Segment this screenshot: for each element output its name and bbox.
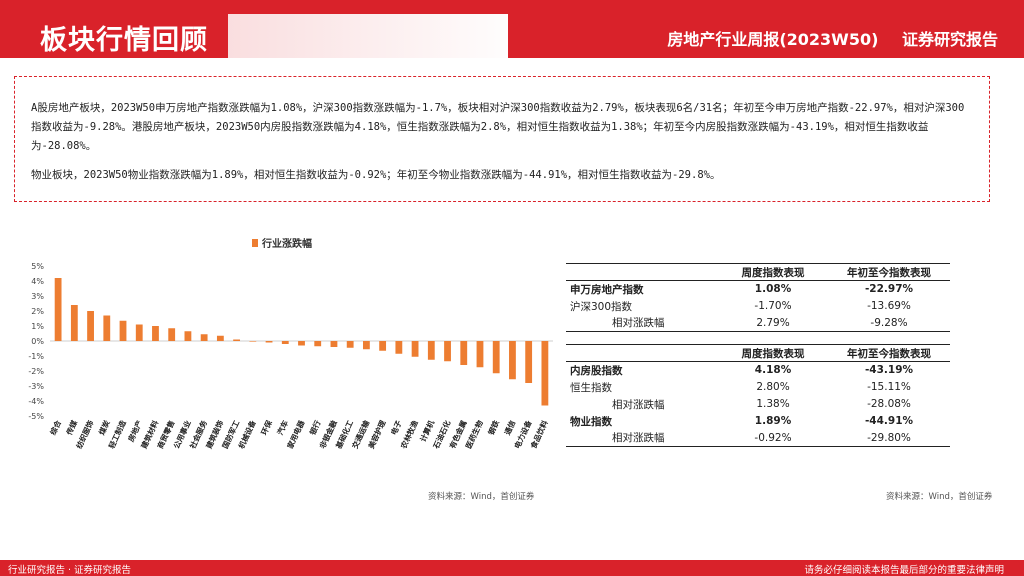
y-tick-label: 4% bbox=[31, 277, 44, 286]
x-tick-label: 计算机 bbox=[418, 418, 437, 443]
bar bbox=[200, 334, 208, 341]
bar bbox=[379, 341, 387, 351]
footer-bar: 行业研究报告 · 证券研究报告 请务必仔细阅读本报告最后部分的重要法律声明 bbox=[0, 560, 1024, 576]
bar bbox=[444, 341, 451, 362]
y-tick-label: 3% bbox=[31, 292, 44, 301]
bar bbox=[87, 311, 94, 341]
x-tick-label: 汽车 bbox=[275, 418, 291, 436]
footer-left: 行业研究报告 · 证券研究报告 bbox=[8, 565, 132, 576]
chart-legend: 行业涨跌幅 bbox=[252, 235, 312, 250]
bar bbox=[362, 341, 370, 350]
bar bbox=[233, 339, 241, 341]
report-type: 证券研究报告 bbox=[901, 30, 998, 49]
bar bbox=[346, 341, 354, 348]
x-tick-label: 电子 bbox=[388, 418, 404, 436]
y-tick-label: -1% bbox=[28, 352, 44, 361]
bar bbox=[298, 341, 305, 346]
page-title: 板块行情回顾 bbox=[40, 25, 208, 56]
bar bbox=[492, 341, 500, 374]
x-tick-label: 钢铁 bbox=[486, 418, 502, 436]
table-header-row: 周度指数表现 年初至今指数表现 bbox=[566, 344, 950, 362]
y-tick-label: 0% bbox=[31, 337, 44, 346]
y-tick-label: -4% bbox=[28, 397, 44, 406]
bar bbox=[509, 341, 516, 380]
bar bbox=[541, 341, 549, 406]
bar bbox=[411, 341, 419, 357]
table-row: 相对涨跌幅 2.79% -9.28% bbox=[566, 314, 950, 332]
x-tick-label: 银行 bbox=[307, 418, 323, 436]
table-row: 恒生指数 2.80% -15.11% bbox=[570, 381, 911, 394]
col-week: 周度指数表现 bbox=[718, 263, 828, 281]
table-source: 资料来源：Wind，首创证券 bbox=[886, 492, 993, 502]
table-header-row: 周度指数表现 年初至今指数表现 bbox=[566, 263, 950, 281]
report-heading: 房地产行业周报(2023W50) 证券研究报告 bbox=[649, 26, 998, 50]
x-tick-label: 环保 bbox=[258, 418, 274, 436]
summary-paragraph-1: A股房地产板块，2023W50申万房地产指数涨跌幅为1.08%，沪深300指数涨… bbox=[31, 102, 965, 152]
x-tick-label: 通信 bbox=[502, 418, 518, 436]
table-row: 相对涨跌幅 -0.92% -29.80% bbox=[566, 429, 950, 447]
x-tick-label: 综合 bbox=[48, 418, 64, 436]
bar bbox=[249, 341, 257, 342]
summary-box: A股房地产板块，2023W50申万房地产指数涨跌幅为1.08%，沪深300指数涨… bbox=[14, 76, 990, 202]
bar bbox=[265, 341, 273, 343]
bar bbox=[395, 341, 403, 354]
bar bbox=[427, 341, 435, 360]
y-tick-label: 2% bbox=[31, 307, 44, 316]
table-row: 物业指数 1.89% -44.91% bbox=[570, 415, 914, 428]
bar bbox=[70, 305, 78, 341]
col-week: 周度指数表现 bbox=[718, 344, 828, 362]
header-tab bbox=[28, 14, 528, 58]
y-tick-label: 5% bbox=[31, 262, 44, 271]
y-tick-label: -3% bbox=[28, 382, 44, 391]
x-tick-label: 房地产 bbox=[125, 418, 144, 443]
table-row: 沪深300指数 -1.70% -13.69% bbox=[570, 300, 911, 313]
bar bbox=[314, 341, 322, 347]
bar bbox=[216, 335, 224, 341]
bar bbox=[184, 331, 192, 341]
x-tick-label: 煤炭 bbox=[96, 418, 112, 436]
y-tick-label: 1% bbox=[31, 322, 44, 331]
report-title: 房地产行业周报(2023W50) bbox=[667, 30, 879, 49]
y-tick-label: -5% bbox=[28, 412, 44, 421]
sw-index-table: 周度指数表现 年初至今指数表现 申万房地产指数 1.08% -22.97% 沪深… bbox=[566, 263, 950, 332]
col-ytd: 年初至今指数表现 bbox=[828, 263, 950, 281]
bar bbox=[103, 315, 111, 341]
hk-index-table: 周度指数表现 年初至今指数表现 内房股指数 4.18% -43.19% 恒生指数… bbox=[566, 344, 950, 447]
bar bbox=[330, 341, 338, 347]
bar bbox=[476, 341, 484, 368]
legend-swatch bbox=[252, 238, 258, 247]
col-ytd: 年初至今指数表现 bbox=[828, 344, 950, 362]
footer-disclaimer: 请务必仔细阅读本报告最后部分的重要法律声明 bbox=[804, 565, 1004, 576]
table-row: 相对涨跌幅 1.38% -28.08% bbox=[612, 398, 911, 411]
bar bbox=[460, 341, 468, 365]
bar bbox=[281, 341, 289, 344]
bar bbox=[119, 320, 127, 341]
bar bbox=[168, 328, 176, 341]
table-row: 申万房地产指数 1.08% -22.97% bbox=[570, 283, 914, 296]
bar bbox=[135, 324, 143, 341]
bar bbox=[152, 326, 159, 341]
y-tick-label: -2% bbox=[28, 367, 44, 376]
summary-paragraph-2: 物业板块，2023W50物业指数涨跌幅为1.89%，相对恒生指数收益为-0.92… bbox=[31, 169, 721, 181]
x-tick-label: 传媒 bbox=[63, 418, 79, 437]
table-row: 内房股指数 4.18% -43.19% bbox=[570, 364, 914, 377]
header-bar: 板块行情回顾 房地产行业周报(2023W50) 证券研究报告 bbox=[0, 0, 1024, 58]
bar bbox=[525, 341, 533, 383]
chart-source: 资料来源：Wind，首创证券 bbox=[428, 492, 535, 502]
bar bbox=[54, 278, 62, 341]
legend-label: 行业涨跌幅 bbox=[262, 239, 312, 250]
